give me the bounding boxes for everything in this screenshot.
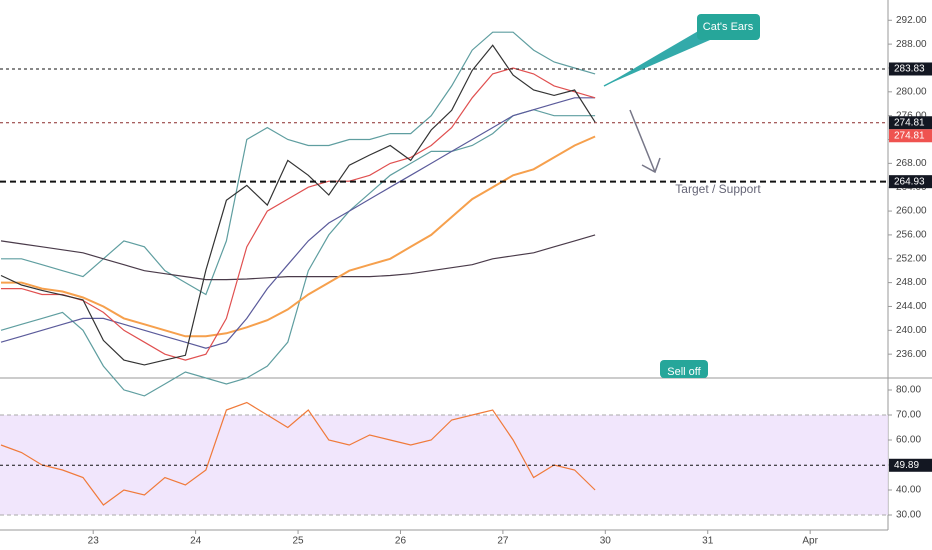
y-tick-label: 276.00 (896, 110, 927, 121)
last-price-label: 274.81 (894, 130, 925, 141)
y-tick-label: 292.00 (896, 15, 927, 26)
sell-off-text: Sell off (667, 366, 701, 378)
y-tick-label: 40.00 (896, 485, 921, 496)
target-arrow (629, 109, 661, 174)
series-line (0, 401, 596, 506)
y-tick-label: 70.00 (896, 410, 921, 421)
y-tick-label: 288.00 (896, 39, 927, 50)
x-tick-label: 31 (702, 536, 714, 547)
target-text: Target / Support (675, 182, 761, 196)
callout-text: Cat's Ears (703, 21, 754, 33)
series-line (1, 67, 596, 361)
x-tick-label: 27 (497, 536, 509, 547)
series-line (0, 109, 596, 397)
series-line (0, 44, 596, 366)
level-label-box (889, 175, 932, 189)
x-tick-label: 24 (190, 536, 202, 547)
x-tick-label: 26 (395, 536, 407, 547)
sell-off-box (660, 360, 708, 378)
y-tick-label: 260.00 (896, 206, 927, 217)
series-line (0, 97, 596, 349)
level-label: 283.83 (894, 64, 925, 75)
callout-pointer-head (604, 30, 710, 86)
y-tick-label: 240.00 (896, 325, 927, 336)
marks: 236.00 240.00 244.00 248.00 252.00 256.00 260.… (0, 15, 932, 547)
y-tick-label: 60.00 (896, 435, 921, 446)
last-price-box (889, 129, 932, 143)
level-label: 264.93 (894, 176, 925, 187)
x-tick-label: 30 (600, 536, 612, 547)
x-tick-label: 25 (292, 536, 304, 547)
y-tick-label: 280.00 (896, 86, 927, 97)
series-line (1, 31, 596, 296)
series-line (0, 234, 596, 281)
y-tick-label: 30.00 (896, 510, 921, 521)
x-tick-label: 23 (88, 536, 100, 547)
level-label: 274.81 (894, 117, 925, 128)
y-tick-label: 80.00 (896, 385, 921, 396)
series-line (1, 135, 596, 338)
level-label-box (889, 458, 932, 472)
level-label-box (889, 116, 932, 130)
level-label: 49.89 (894, 460, 919, 471)
y-tick-label: 248.00 (896, 277, 927, 288)
y-tick-label: 244.00 (896, 301, 927, 312)
y-tick-label: 256.00 (896, 230, 927, 241)
y-tick-label: 268.00 (896, 158, 927, 169)
x-tick-label: Apr (802, 536, 818, 547)
callout-box (697, 14, 760, 40)
level-label-box (889, 62, 932, 76)
y-tick-label: 236.00 (896, 349, 927, 360)
y-tick-label: 252.00 (896, 253, 927, 264)
